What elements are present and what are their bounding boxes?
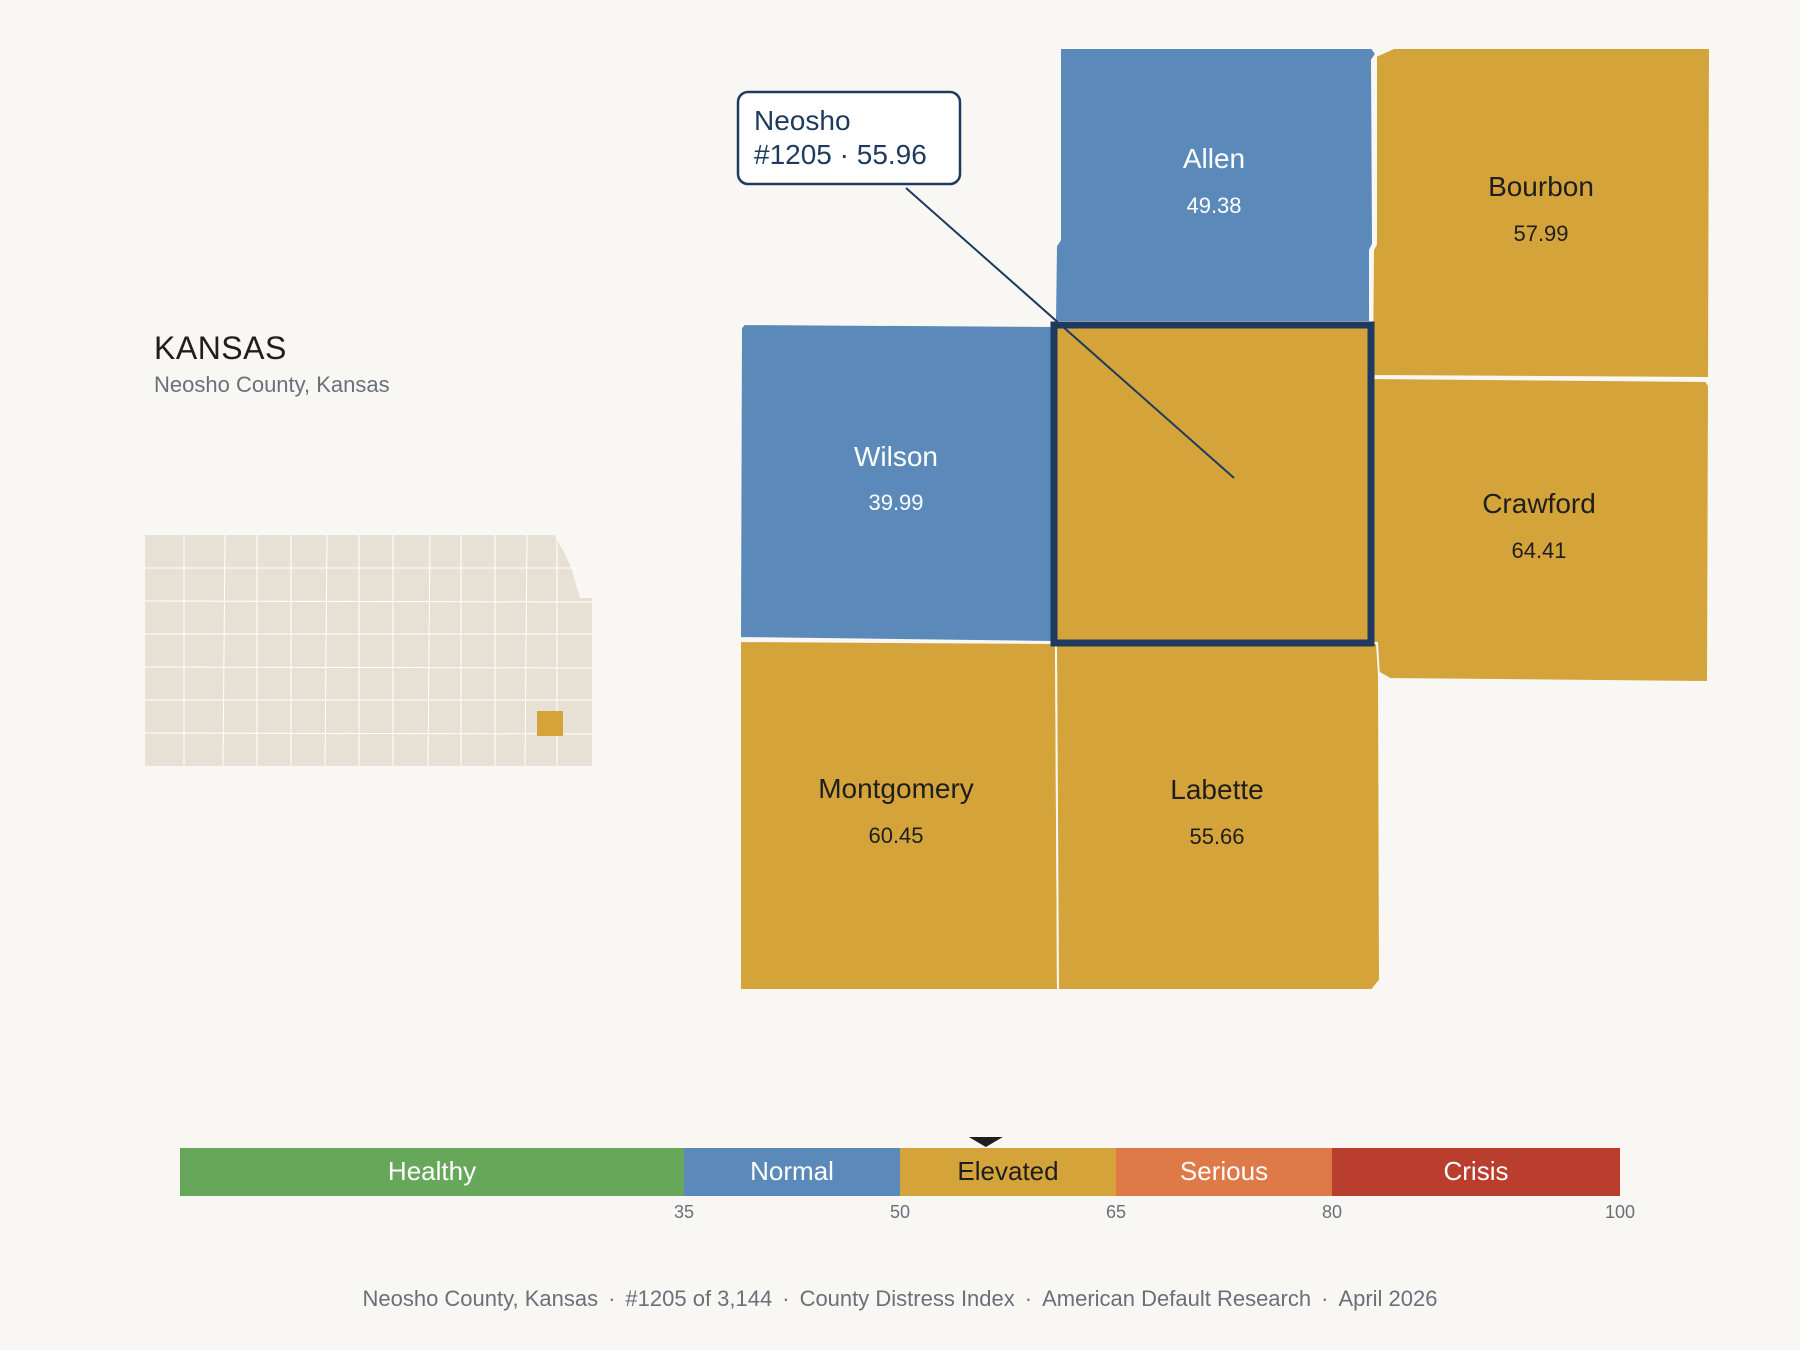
legend-label-serious: Serious <box>1180 1156 1268 1186</box>
legend-tick-65: 65 <box>1106 1202 1126 1222</box>
state-title: KANSAS <box>154 330 287 366</box>
focus-callout: Neosho #1205 · 55.96 <box>736 90 1235 479</box>
county-allen[interactable] <box>1053 47 1378 323</box>
inset-county-border <box>222 534 226 767</box>
footer-date: April 2026 <box>1338 1286 1438 1311</box>
county-score-labette: 55.66 <box>1189 824 1244 849</box>
county-labels: Allen 49.38 Bourbon 57.99 Wilson 39.99 C… <box>818 143 1596 849</box>
callout-box <box>736 90 962 186</box>
legend-band-elevated <box>900 1148 1116 1196</box>
inset-county-border <box>144 666 593 669</box>
callout-leader-line <box>905 187 1235 479</box>
state-subtitle: Neosho County, Kansas <box>154 372 390 397</box>
inset-notch <box>555 535 592 598</box>
county-label-wilson: Wilson <box>854 441 938 472</box>
county-labette[interactable] <box>1054 642 1382 991</box>
county-label-labette: Labette <box>1170 774 1263 805</box>
county-bourbon[interactable] <box>1370 47 1712 380</box>
score-marker-icon <box>968 1137 1003 1147</box>
inset-county-border <box>427 534 431 767</box>
legend-tick-80: 80 <box>1322 1202 1342 1222</box>
inset-county-border <box>144 600 593 603</box>
county-score-montgomery: 60.45 <box>868 823 923 848</box>
county-layer <box>738 47 1712 991</box>
footer-index: County Distress Index <box>799 1286 1015 1311</box>
legend-band-serious <box>1116 1148 1332 1196</box>
county-label-montgomery: Montgomery <box>818 773 974 804</box>
county-crawford[interactable] <box>1371 376 1711 684</box>
legend-band-healthy <box>180 1148 684 1196</box>
legend-label-healthy: Healthy <box>388 1156 476 1186</box>
legend-label-crisis: Crisis <box>1444 1156 1509 1186</box>
legend-scale: Healthy Normal Elevated Serious Crisis 35 50 65… <box>180 1148 1635 1222</box>
inset-county-border <box>144 732 593 735</box>
county-label-bourbon: Bourbon <box>1488 171 1594 202</box>
footer-source: American Default Research <box>1042 1286 1312 1311</box>
county-label-allen: Allen <box>1183 143 1245 174</box>
legend-band-normal <box>684 1148 900 1196</box>
footer-rank: #1205 of 3,144 <box>625 1286 773 1311</box>
county-score-wilson: 39.99 <box>868 490 923 515</box>
footer-location: Neosho County, Kansas <box>362 1286 599 1311</box>
county-score-bourbon: 57.99 <box>1513 221 1568 246</box>
legend-tick-50: 50 <box>890 1202 910 1222</box>
legend-tick-35: 35 <box>674 1202 694 1222</box>
callout-rank-score: #1205 · 55.96 <box>754 139 927 170</box>
legend-label-normal: Normal <box>750 1156 834 1186</box>
legend-label-elevated: Elevated <box>957 1156 1058 1186</box>
county-wilson[interactable] <box>738 322 1057 644</box>
legend-tick-100: 100 <box>1605 1202 1635 1222</box>
county-score-allen: 49.38 <box>1186 193 1241 218</box>
inset-state-map <box>144 534 593 767</box>
inset-county-border <box>524 534 528 767</box>
inset-county-border <box>324 534 328 767</box>
county-neosho[interactable] <box>1050 321 1375 647</box>
county-montgomery[interactable] <box>739 639 1060 991</box>
legend-band-crisis <box>1332 1148 1620 1196</box>
county-score-crawford: 64.41 <box>1511 538 1566 563</box>
inset-state-shape <box>145 535 592 766</box>
callout-county-name: Neosho <box>754 105 851 136</box>
footer: Neosho County, Kansas · #1205 of 3,144 · Cou… <box>362 1286 1438 1311</box>
inset-focus-county <box>537 711 563 736</box>
county-label-crawford: Crawford <box>1482 488 1596 519</box>
